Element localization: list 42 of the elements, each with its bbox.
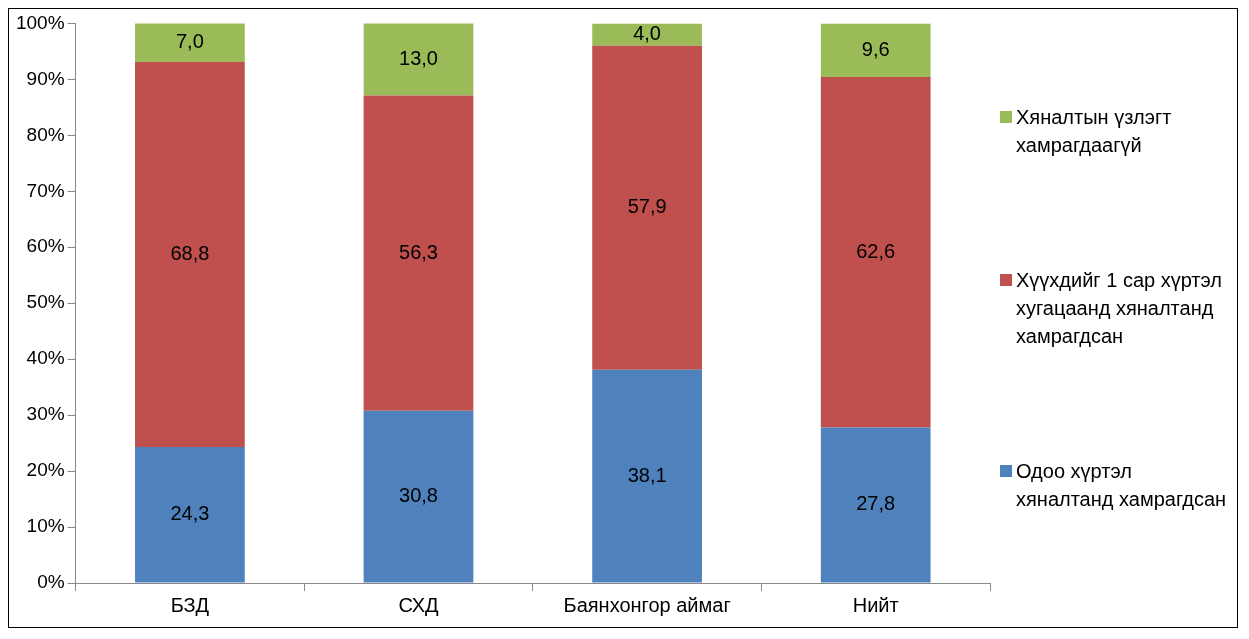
y-tick-label: 100% xyxy=(15,11,65,33)
data-label: 24,3 xyxy=(170,502,210,525)
bar xyxy=(363,410,474,583)
data-label: 13,0 xyxy=(399,46,438,69)
bar xyxy=(592,45,702,370)
bar xyxy=(363,95,474,411)
data-label: 4,0 xyxy=(633,22,661,45)
legend-label: Одоо хүртэл хяналтанд хамрагдсан xyxy=(1016,459,1228,513)
bar xyxy=(592,23,702,46)
bar xyxy=(363,23,474,96)
bar xyxy=(820,23,931,78)
data-label: 62,6 xyxy=(856,239,896,262)
x-tick-label: Баянхонгор аймаг xyxy=(563,593,731,616)
y-tick-label: 20% xyxy=(26,459,65,481)
bar xyxy=(135,62,245,448)
y-tick-label: 80% xyxy=(26,123,65,145)
legend-label: Хүүхдийг 1 сар хүртэл хугацаанд хяналтанд хамрагдсан xyxy=(1016,268,1223,349)
data-label: 7,0 xyxy=(175,29,204,52)
legend-label: Хяналтын үзлэгт хамрагдаагүй xyxy=(1016,104,1173,158)
y-tick-label: 90% xyxy=(26,67,65,89)
y-tick-label: 60% xyxy=(26,235,65,257)
data-label: 30,8 xyxy=(399,484,438,507)
bar xyxy=(820,427,931,583)
x-tick-label: Нийт xyxy=(852,593,899,616)
y-tick-label: 70% xyxy=(26,179,65,201)
y-tick-label: 10% xyxy=(26,515,65,537)
data-label: 57,9 xyxy=(627,195,667,218)
data-label: 56,3 xyxy=(399,240,438,263)
y-tick-label: 40% xyxy=(26,347,65,369)
bar xyxy=(592,369,702,583)
data-label: 38,1 xyxy=(627,463,667,486)
bar xyxy=(135,23,245,63)
data-label: 27,8 xyxy=(856,492,896,515)
bar xyxy=(820,77,931,428)
y-tick-label: 50% xyxy=(26,291,65,313)
data-label: 9,6 xyxy=(861,37,890,60)
y-tick-label: 30% xyxy=(26,403,65,425)
bar xyxy=(135,447,245,583)
x-tick-label: БЗД xyxy=(170,593,210,616)
data-label: 68,8 xyxy=(170,242,210,265)
x-tick-label: СХД xyxy=(398,593,440,616)
y-tick-label: 0% xyxy=(37,571,65,593)
